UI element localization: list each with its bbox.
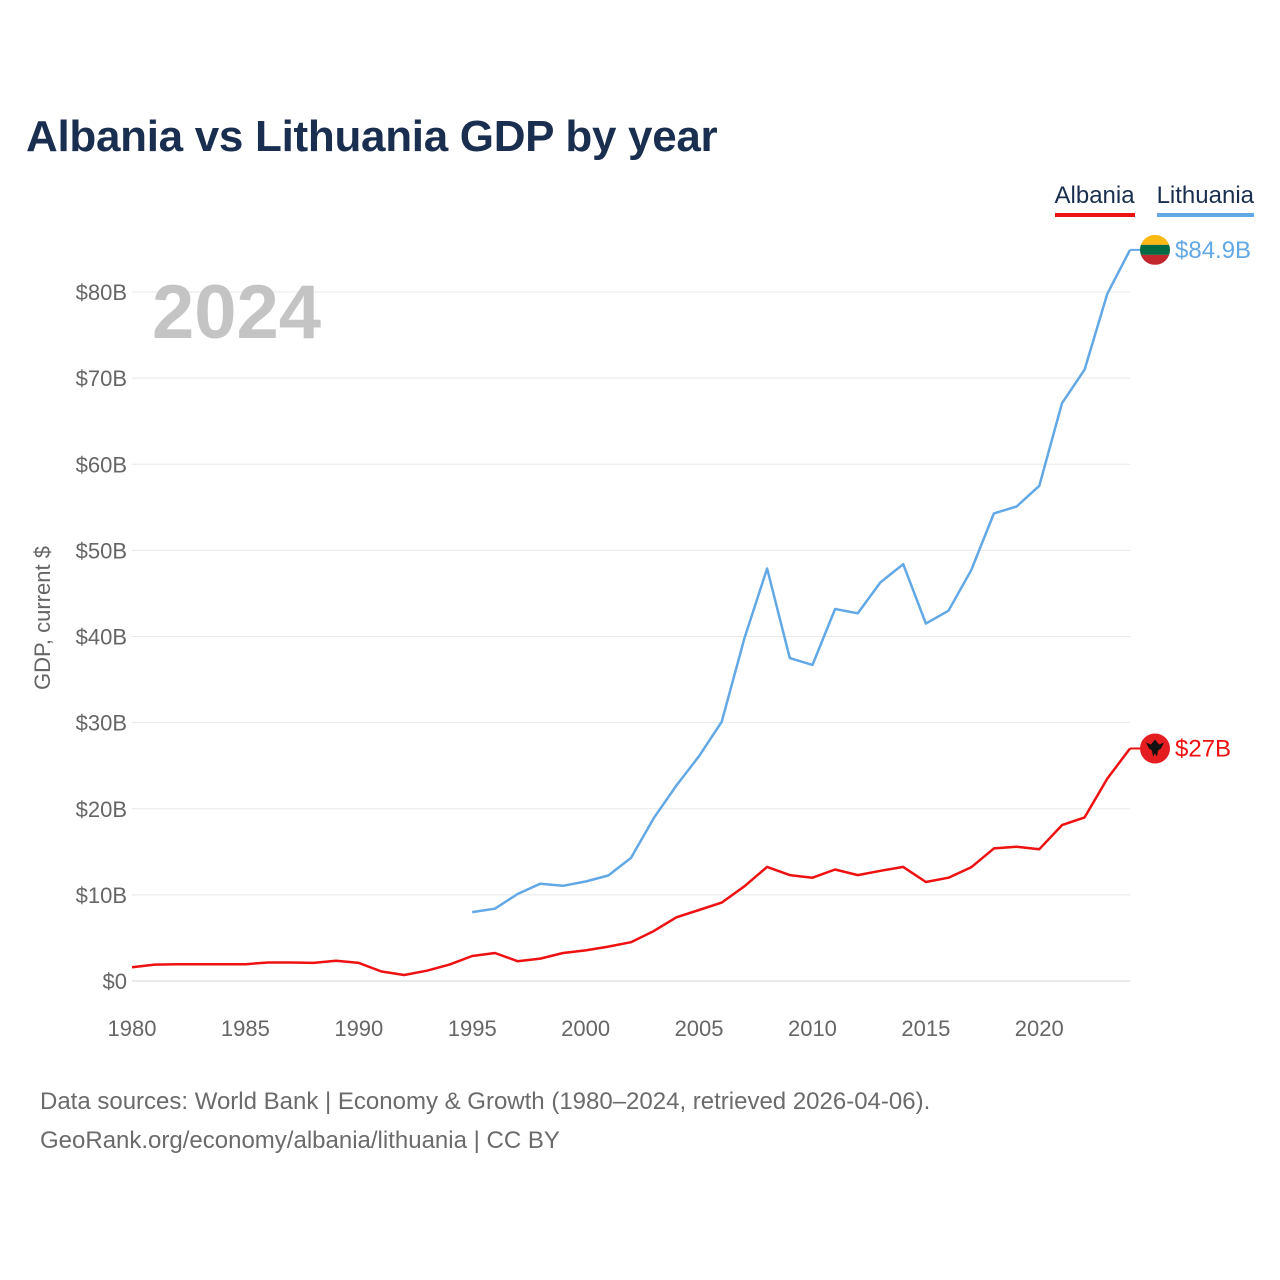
grid-lines	[132, 291, 1130, 982]
end-value-label-lithuania: $84.9B	[1175, 237, 1251, 264]
x-tick-label: 2010	[788, 1016, 837, 1041]
x-tick-label: 2005	[675, 1016, 724, 1041]
x-tick-label: 1995	[448, 1016, 497, 1041]
y-tick-label: $60B	[76, 452, 127, 477]
source-line-1: Data sources: World Bank | Economy & Gro…	[40, 1088, 931, 1115]
x-tick-label: 2015	[901, 1016, 950, 1041]
series-lines	[131, 249, 1132, 977]
x-tick-label: 2020	[1015, 1016, 1064, 1041]
x-axis-ticks: 1980 1985 1990 1995 2000 2005 2010 2015 2020	[108, 1016, 1064, 1041]
albania-flag-icon	[1140, 733, 1170, 764]
series-line-lithuania	[472, 249, 1132, 914]
source-note: Data sources: World Bank | Economy & Gro…	[40, 1082, 930, 1160]
y-axis-title: GDP, current $	[30, 546, 55, 690]
y-axis-ticks: $0 $10B $20B $30B $40B $50B $60B $70B $80B	[76, 280, 127, 994]
legend: Albania Lithuania	[1054, 182, 1254, 217]
year-watermark: 2024	[152, 270, 321, 355]
y-tick-label: $70B	[76, 366, 127, 391]
x-tick-label: 1985	[221, 1016, 270, 1041]
y-tick-label: $30B	[76, 711, 127, 736]
chart-title: Albania vs Lithuania GDP by year	[26, 112, 718, 161]
y-tick-label: $40B	[76, 625, 127, 650]
series-line-albania	[131, 747, 1131, 977]
y-tick-label: $80B	[76, 280, 127, 305]
end-value-label-albania: $27B	[1175, 735, 1231, 762]
legend-item-albania[interactable]: Albania	[1054, 182, 1135, 217]
y-tick-label: $50B	[76, 538, 127, 563]
x-tick-label: 1990	[334, 1016, 383, 1041]
lithuania-flag-icon	[1140, 234, 1170, 265]
y-tick-label: $10B	[76, 883, 127, 908]
source-line-2[interactable]: GeoRank.org/economy/albania/lithuania | …	[40, 1127, 560, 1154]
x-tick-label: 2000	[561, 1016, 610, 1041]
legend-item-lithuania[interactable]: Lithuania	[1156, 182, 1254, 217]
y-tick-label: $20B	[76, 797, 127, 822]
x-tick-label: 1980	[108, 1016, 157, 1041]
end-markers: $27B $84.9B	[1130, 234, 1251, 764]
y-tick-label: $0	[103, 969, 127, 994]
